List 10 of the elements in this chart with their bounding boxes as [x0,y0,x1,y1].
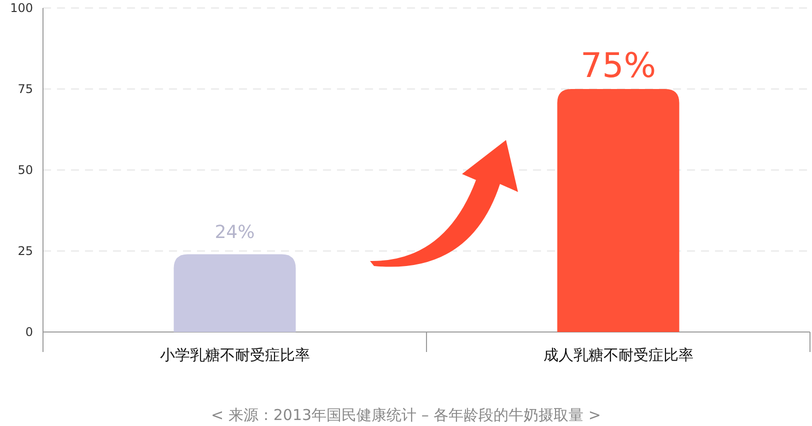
data-label: 24% [214,222,255,244]
x-tick-label: 小学乳糖不耐受症比率 [160,346,310,364]
y-tick-label: 100 [10,1,33,15]
y-tick-label: 25 [18,244,33,258]
x-tick-label: 成人乳糖不耐受症比率 [543,346,694,364]
data-label: 75% [580,46,656,86]
y-tick-label: 75 [18,82,33,96]
y-tick-label: 50 [18,163,33,177]
text: < 来源：2013年国民健康统计 – 各年龄段的牛奶摄取量 > [211,406,601,424]
y-tick-label: 0 [25,325,33,339]
